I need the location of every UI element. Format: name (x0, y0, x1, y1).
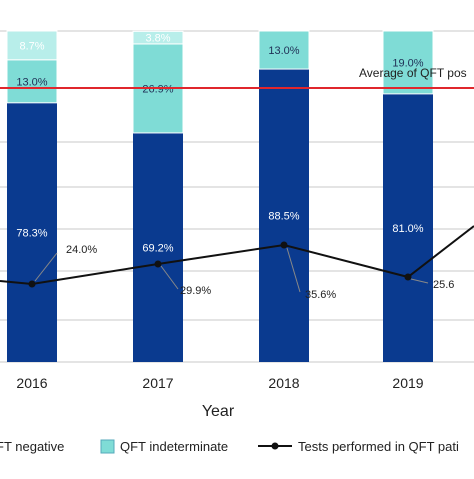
legend-swatch-marker (271, 442, 279, 450)
legend-label-qft-negative: FT negative (0, 439, 64, 454)
trend-label-leader (286, 247, 301, 293)
bars: 78.3% 13.0% 8.7% 69.2% 26.9% 3.8% 88.5% 13.0% 81… (6, 30, 434, 363)
bar-segment (382, 30, 434, 95)
trend-point-label: 29.9% (180, 285, 211, 297)
x-axis: 2016 2017 2018 2019 Year (16, 375, 423, 420)
trend-point (280, 241, 288, 249)
bar-segment (6, 30, 58, 61)
bar-segment-label: 8.7% (19, 40, 44, 52)
bar-segment (383, 93, 433, 362)
bar-segment-label: 13.0% (16, 76, 47, 88)
trend-line-group: 24.0% 29.9% 35.6% 25.6 (0, 225, 474, 301)
reference-line-group: Average of QFT pos (0, 66, 474, 89)
trend-point (404, 273, 412, 281)
trend-point-label: 35.6% (305, 289, 336, 301)
bar-segment (132, 30, 184, 45)
bar-segment-label: 88.5% (268, 211, 299, 223)
trend-point-label: 24.0% (66, 244, 97, 256)
trend-point (154, 260, 162, 268)
reference-line-label: Average of QFT pos (359, 66, 467, 80)
bar-segment (6, 59, 58, 104)
x-tick-label: 2018 (268, 375, 299, 391)
trend-point (28, 280, 36, 288)
trend-line (0, 225, 474, 286)
bar-segment-label: 13.0% (268, 45, 299, 57)
bar-segment-label: 3.8% (145, 33, 170, 45)
legend: FT negative QFT indeterminate Tests perfor… (0, 439, 459, 454)
x-tick-label: 2019 (392, 375, 423, 391)
legend-label-qft-indeterminate: QFT indeterminate (120, 439, 228, 454)
bar-segment (133, 132, 183, 362)
bar-segment (258, 30, 310, 70)
bar-segment-label: 26.9% (142, 83, 173, 95)
bar-segment (259, 69, 309, 362)
trend-point-label: 25.6 (433, 279, 454, 291)
legend-label-tests: Tests performed in QFT pati (298, 439, 459, 454)
x-tick-label: 2017 (142, 375, 173, 391)
bar-segment (7, 102, 57, 363)
x-axis-title: Year (202, 403, 235, 420)
trend-label-leader (34, 252, 58, 282)
trend-label-leader (160, 265, 179, 290)
bar-segment-label: 81.0% (392, 223, 423, 235)
bar-segment-label: 19.0% (392, 57, 423, 69)
legend-swatch-qft-indeterminate (100, 439, 115, 454)
x-tick-label: 2016 (16, 375, 47, 391)
bar-segment-label: 69.2% (142, 242, 173, 254)
bar-segment-label: 78.3% (16, 227, 47, 239)
trend-label-leader (410, 278, 429, 284)
